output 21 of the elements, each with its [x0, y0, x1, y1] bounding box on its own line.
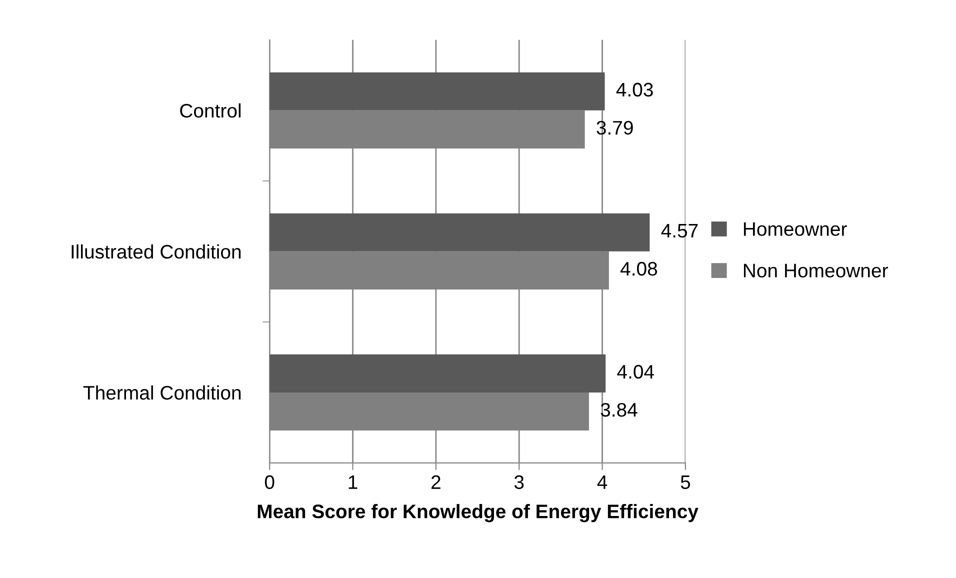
y-tick-label: Control [180, 103, 241, 118]
y-tick-label: Illustrated Condition [72, 244, 241, 259]
data-label: 4.03 [616, 82, 653, 97]
data-label: 4.57 [661, 224, 698, 238]
data-label: 3.79 [596, 120, 633, 135]
bar [270, 354, 606, 392]
bar [270, 72, 605, 110]
x-tick-label: 3 [514, 475, 524, 490]
x-tick-label: 2 [432, 475, 440, 489]
data-label: 4.04 [617, 364, 654, 379]
data-label: 4.08 [620, 262, 658, 276]
x-tick-label: 5 [680, 476, 690, 490]
data-label: 3.84 [600, 402, 638, 417]
x-axis-title: Mean Score for Knowledge of Energy Efficiency [258, 504, 698, 522]
legend-label: Homeowner [744, 222, 847, 236]
x-tick-label: 0 [264, 475, 274, 490]
legend-label: Non Homeowner [744, 264, 888, 278]
x-tick-label: 4 [597, 476, 608, 489]
bar [270, 213, 650, 252]
x-tick-label: 1 [348, 476, 358, 489]
y-tick-label: Thermal Condition [83, 385, 241, 400]
